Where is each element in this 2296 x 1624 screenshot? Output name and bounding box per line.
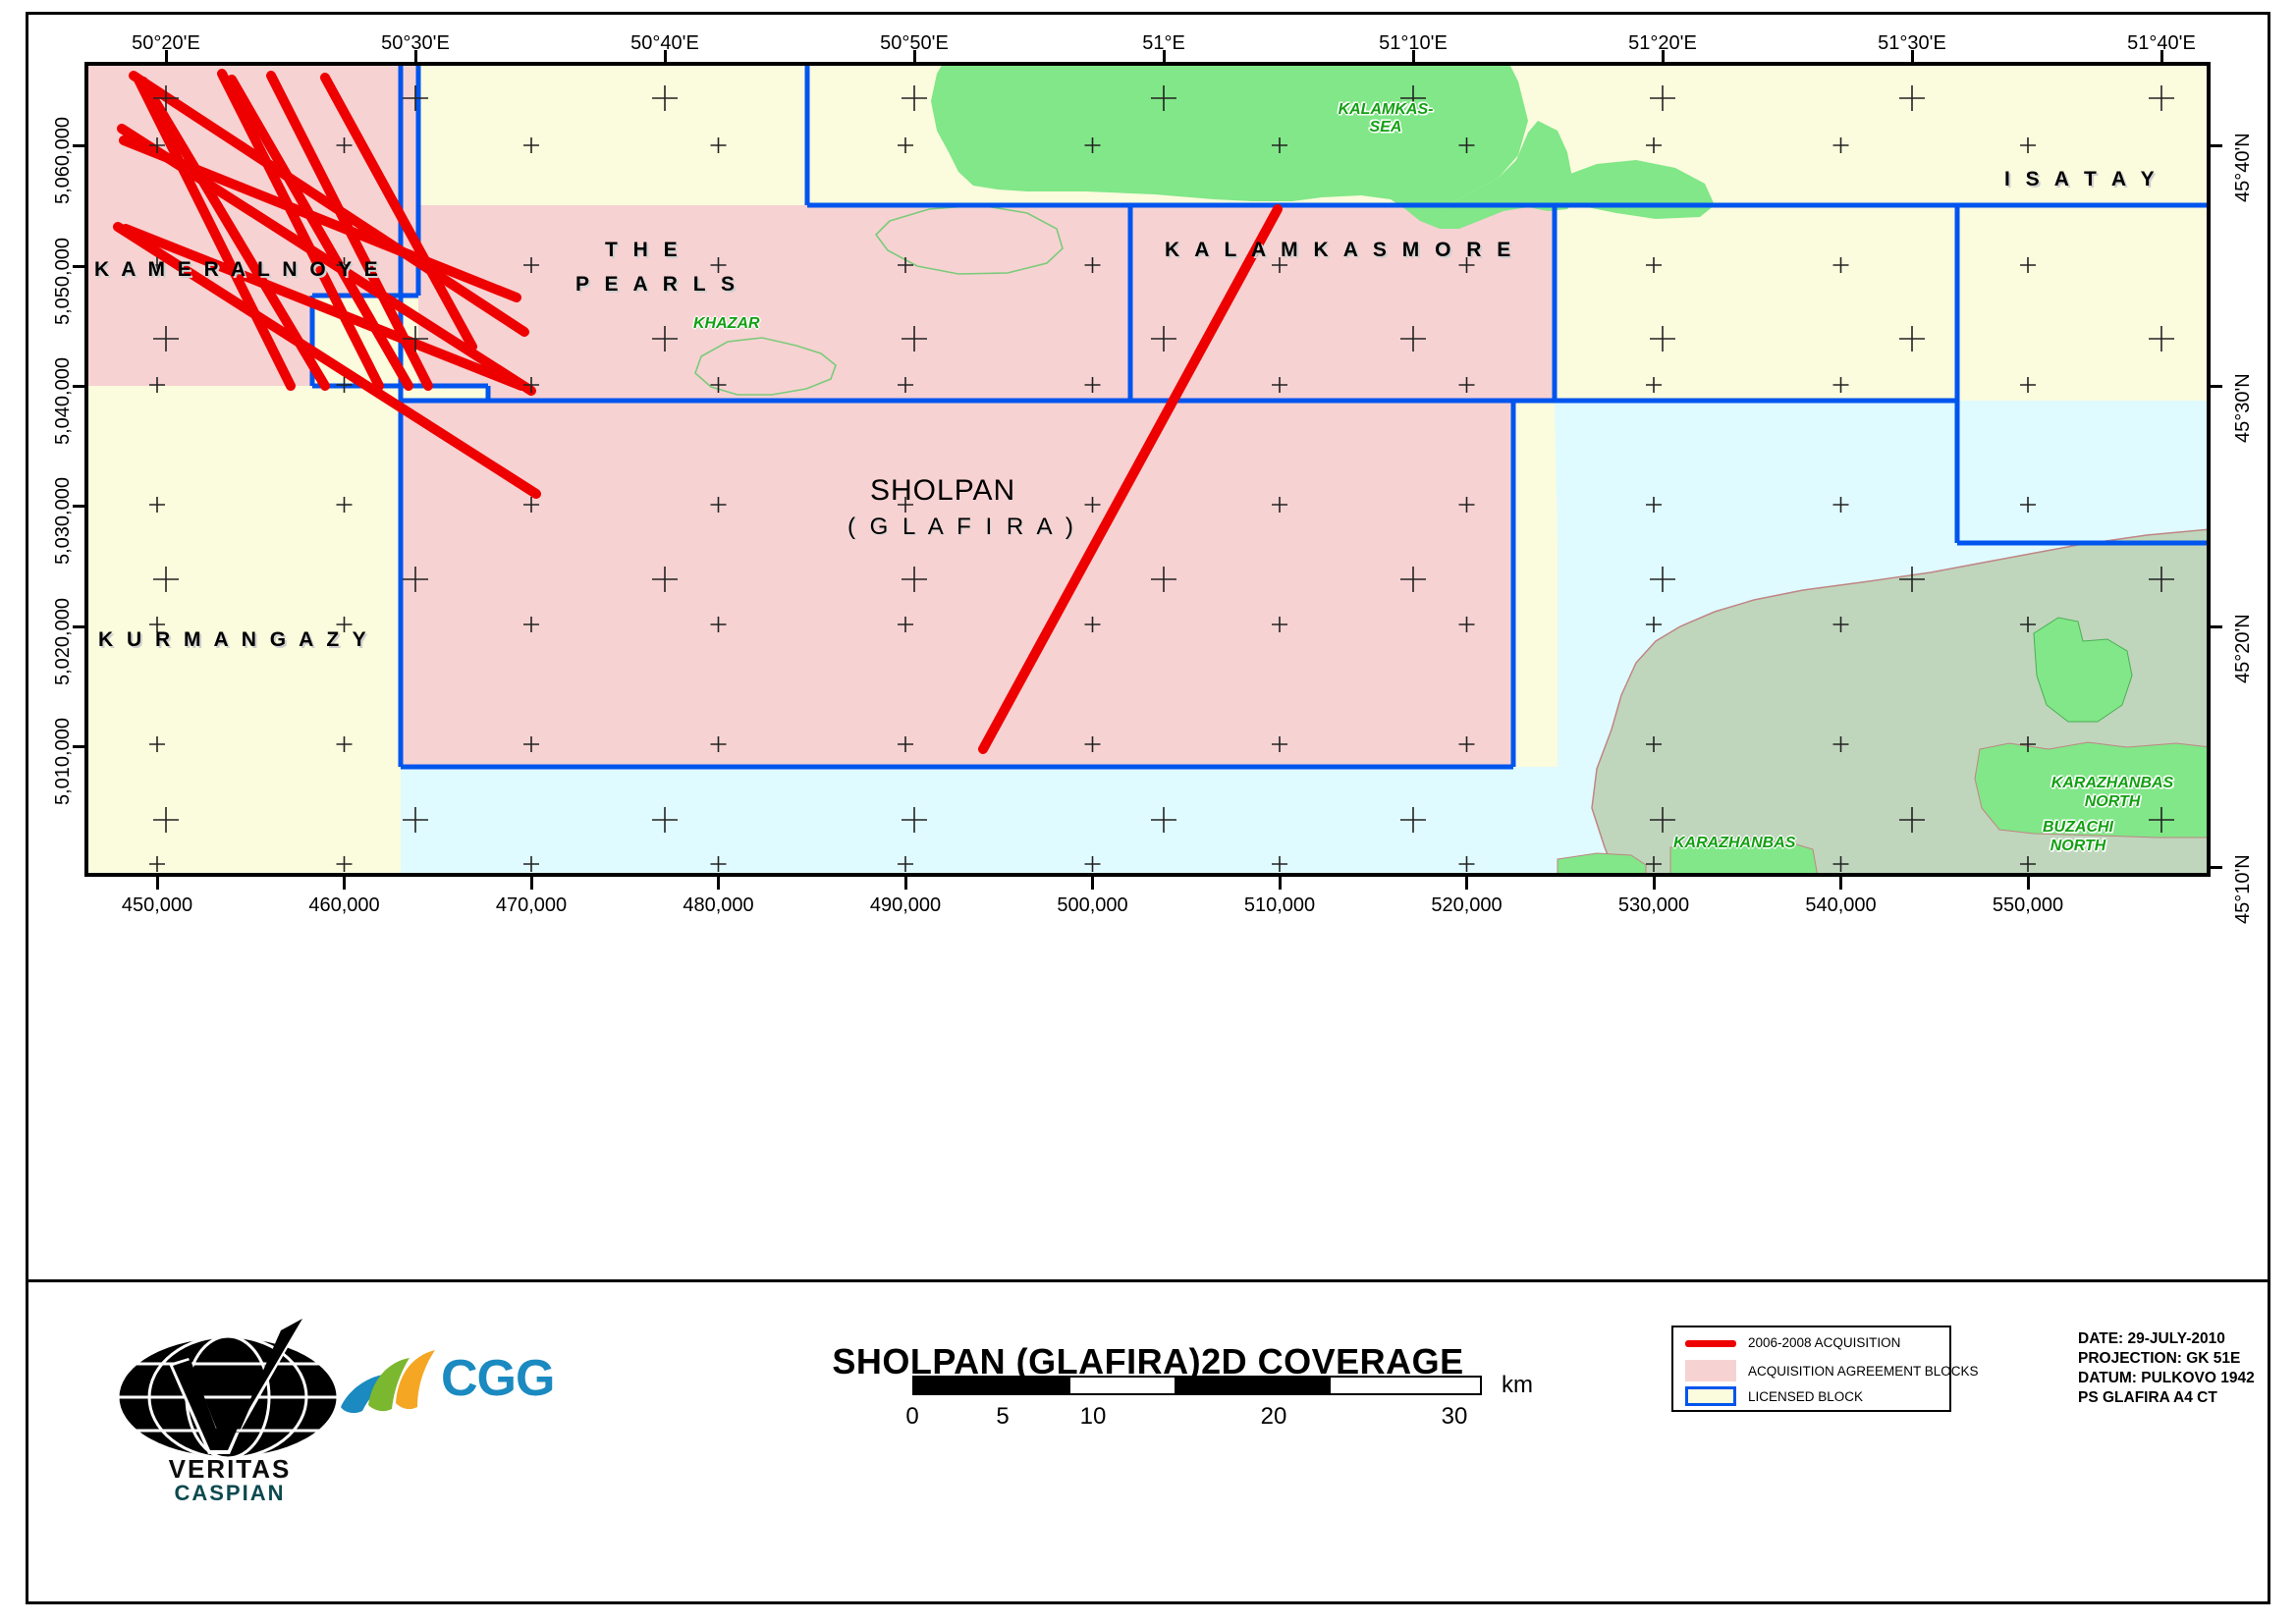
axis-bottom-tick-0: [156, 877, 159, 890]
axis-right-tick-1: [2211, 385, 2222, 388]
cgg-wordmark: CGG: [441, 1349, 554, 1408]
axis-bottom-label-5: 500,000: [1057, 894, 1127, 917]
map-graphic-area[interactable]: K A M E R A L N O Y E T H E P E A R L S …: [84, 62, 2211, 877]
axis-bottom-label-6: 510,000: [1244, 894, 1315, 917]
axis-left-label-5: 5,010,000: [52, 718, 75, 805]
axis-right-label-2: 45°20'N: [2232, 614, 2255, 683]
scale-bar: 0 5 10 20 30 km: [912, 1376, 1462, 1395]
scale-tick-30: 30: [1442, 1403, 1468, 1431]
axis-left-label-4: 5,020,000: [52, 598, 75, 685]
axis-bottom-tick-4: [904, 877, 907, 890]
axis-left-label-2: 5,040,000: [52, 357, 75, 445]
scale-tick-20: 20: [1261, 1403, 1287, 1431]
axis-bottom-tick-5: [1091, 877, 1094, 890]
axis-left-tick-2: [73, 385, 84, 388]
axis-top-tick-2: [664, 50, 667, 62]
axis-bottom-tick-2: [530, 877, 533, 890]
axis-left-tick-5: [73, 745, 84, 748]
legend-label-acquisition-line: 2006-2008 ACQUISITION: [1748, 1335, 1900, 1350]
axis-top-tick-7: [1911, 50, 1914, 62]
sea-region-right-upper: [1555, 401, 2211, 543]
axis-top-tick-0: [165, 50, 168, 62]
axis-bottom-label-4: 490,000: [870, 894, 941, 917]
axis-right-tick-3: [2211, 866, 2222, 869]
axis-top-tick-3: [913, 50, 916, 62]
axis-top-tick-8: [2160, 50, 2163, 62]
title-block: VERITAS CASPIAN CGG SHOLPAN (GLAFIRA)2D …: [28, 1279, 2268, 1601]
axis-left-tick-0: [73, 144, 84, 147]
map-page: K A M E R A L N O Y E T H E P E A R L S …: [0, 0, 2296, 1624]
axis-bottom-tick-9: [1839, 877, 1842, 890]
axis-left-tick-1: [73, 265, 84, 268]
axis-top-tick-1: [414, 50, 417, 62]
legend-swatch-licensed-block: [1685, 1386, 1736, 1406]
sea-region-bottom: [401, 767, 1558, 877]
info-datum: DATUM: PULKOVO 1942: [2078, 1369, 2255, 1388]
axis-bottom-tick-1: [343, 877, 346, 890]
caspian-wordmark: CASPIAN: [137, 1481, 323, 1506]
axis-top-tick-6: [1662, 50, 1665, 62]
axis-bottom-label-7: 520,000: [1431, 894, 1502, 917]
map-info-block: DATE: 29-JULY-2010 PROJECTION: GK 51E DA…: [2078, 1329, 2255, 1408]
axis-bottom-label-10: 550,000: [1993, 894, 2063, 917]
axis-left-tick-4: [73, 625, 84, 628]
scale-tick-5: 5: [996, 1403, 1009, 1431]
field-karazhanbas: [1670, 839, 1818, 877]
scale-tick-0: 0: [905, 1403, 918, 1431]
axis-left-label-0: 5,060,000: [52, 117, 75, 204]
field-karazhanbas-west: [1558, 853, 1646, 877]
axis-bottom-label-9: 540,000: [1805, 894, 1876, 917]
axis-bottom-tick-7: [1465, 877, 1468, 890]
axis-bottom-tick-10: [2027, 877, 2030, 890]
scale-bar-graphic: [912, 1376, 1482, 1395]
axis-right-tick-2: [2211, 625, 2222, 628]
info-date: DATE: 29-JULY-2010: [2078, 1329, 2255, 1349]
axis-left-label-3: 5,030,000: [52, 477, 75, 565]
axis-right-label-1: 45°30'N: [2232, 373, 2255, 443]
map-panel: K A M E R A L N O Y E T H E P E A R L S …: [28, 15, 2268, 1272]
axis-bottom-tick-8: [1653, 877, 1656, 890]
legend-swatch-acquisition-blocks: [1685, 1360, 1736, 1381]
legend-box: 2006-2008 ACQUISITION ACQUISITION AGREEM…: [1671, 1326, 1951, 1412]
axis-right-tick-0: [2211, 144, 2222, 147]
axis-bottom-label-1: 460,000: [308, 894, 379, 917]
axis-bottom-label-2: 470,000: [496, 894, 567, 917]
field-buzachi-north: [1975, 742, 2211, 838]
axis-bottom-tick-3: [717, 877, 720, 890]
legend-label-licensed-block: LICENSED BLOCK: [1748, 1389, 1863, 1404]
map-svg[interactable]: [84, 62, 2211, 877]
axis-top-tick-5: [1412, 50, 1415, 62]
axis-right-label-0: 45°40'N: [2232, 133, 2255, 202]
legend-label-acquisition-blocks: ACQUISITION AGREEMENT BLOCKS: [1748, 1364, 1979, 1379]
axis-bottom-label-0: 450,000: [122, 894, 192, 917]
axis-left-tick-3: [73, 505, 84, 508]
info-projection: PROJECTION: GK 51E: [2078, 1349, 2255, 1369]
axis-top-tick-4: [1163, 50, 1166, 62]
acquisition-block-sholpan: [401, 205, 1555, 767]
map-clip: [84, 62, 2211, 877]
axis-bottom-tick-6: [1279, 877, 1282, 890]
axis-bottom-label-8: 530,000: [1618, 894, 1689, 917]
scale-unit-label: km: [1502, 1372, 1533, 1399]
axis-bottom-label-3: 480,000: [683, 894, 753, 917]
axis-left-label-1: 5,050,000: [52, 238, 75, 325]
info-sheet: PS GLAFIRA A4 CT: [2078, 1388, 2255, 1408]
legend-swatch-acquisition-line: [1685, 1340, 1736, 1347]
scale-tick-10: 10: [1080, 1403, 1107, 1431]
axis-right-label-3: 45°10'N: [2232, 854, 2255, 924]
